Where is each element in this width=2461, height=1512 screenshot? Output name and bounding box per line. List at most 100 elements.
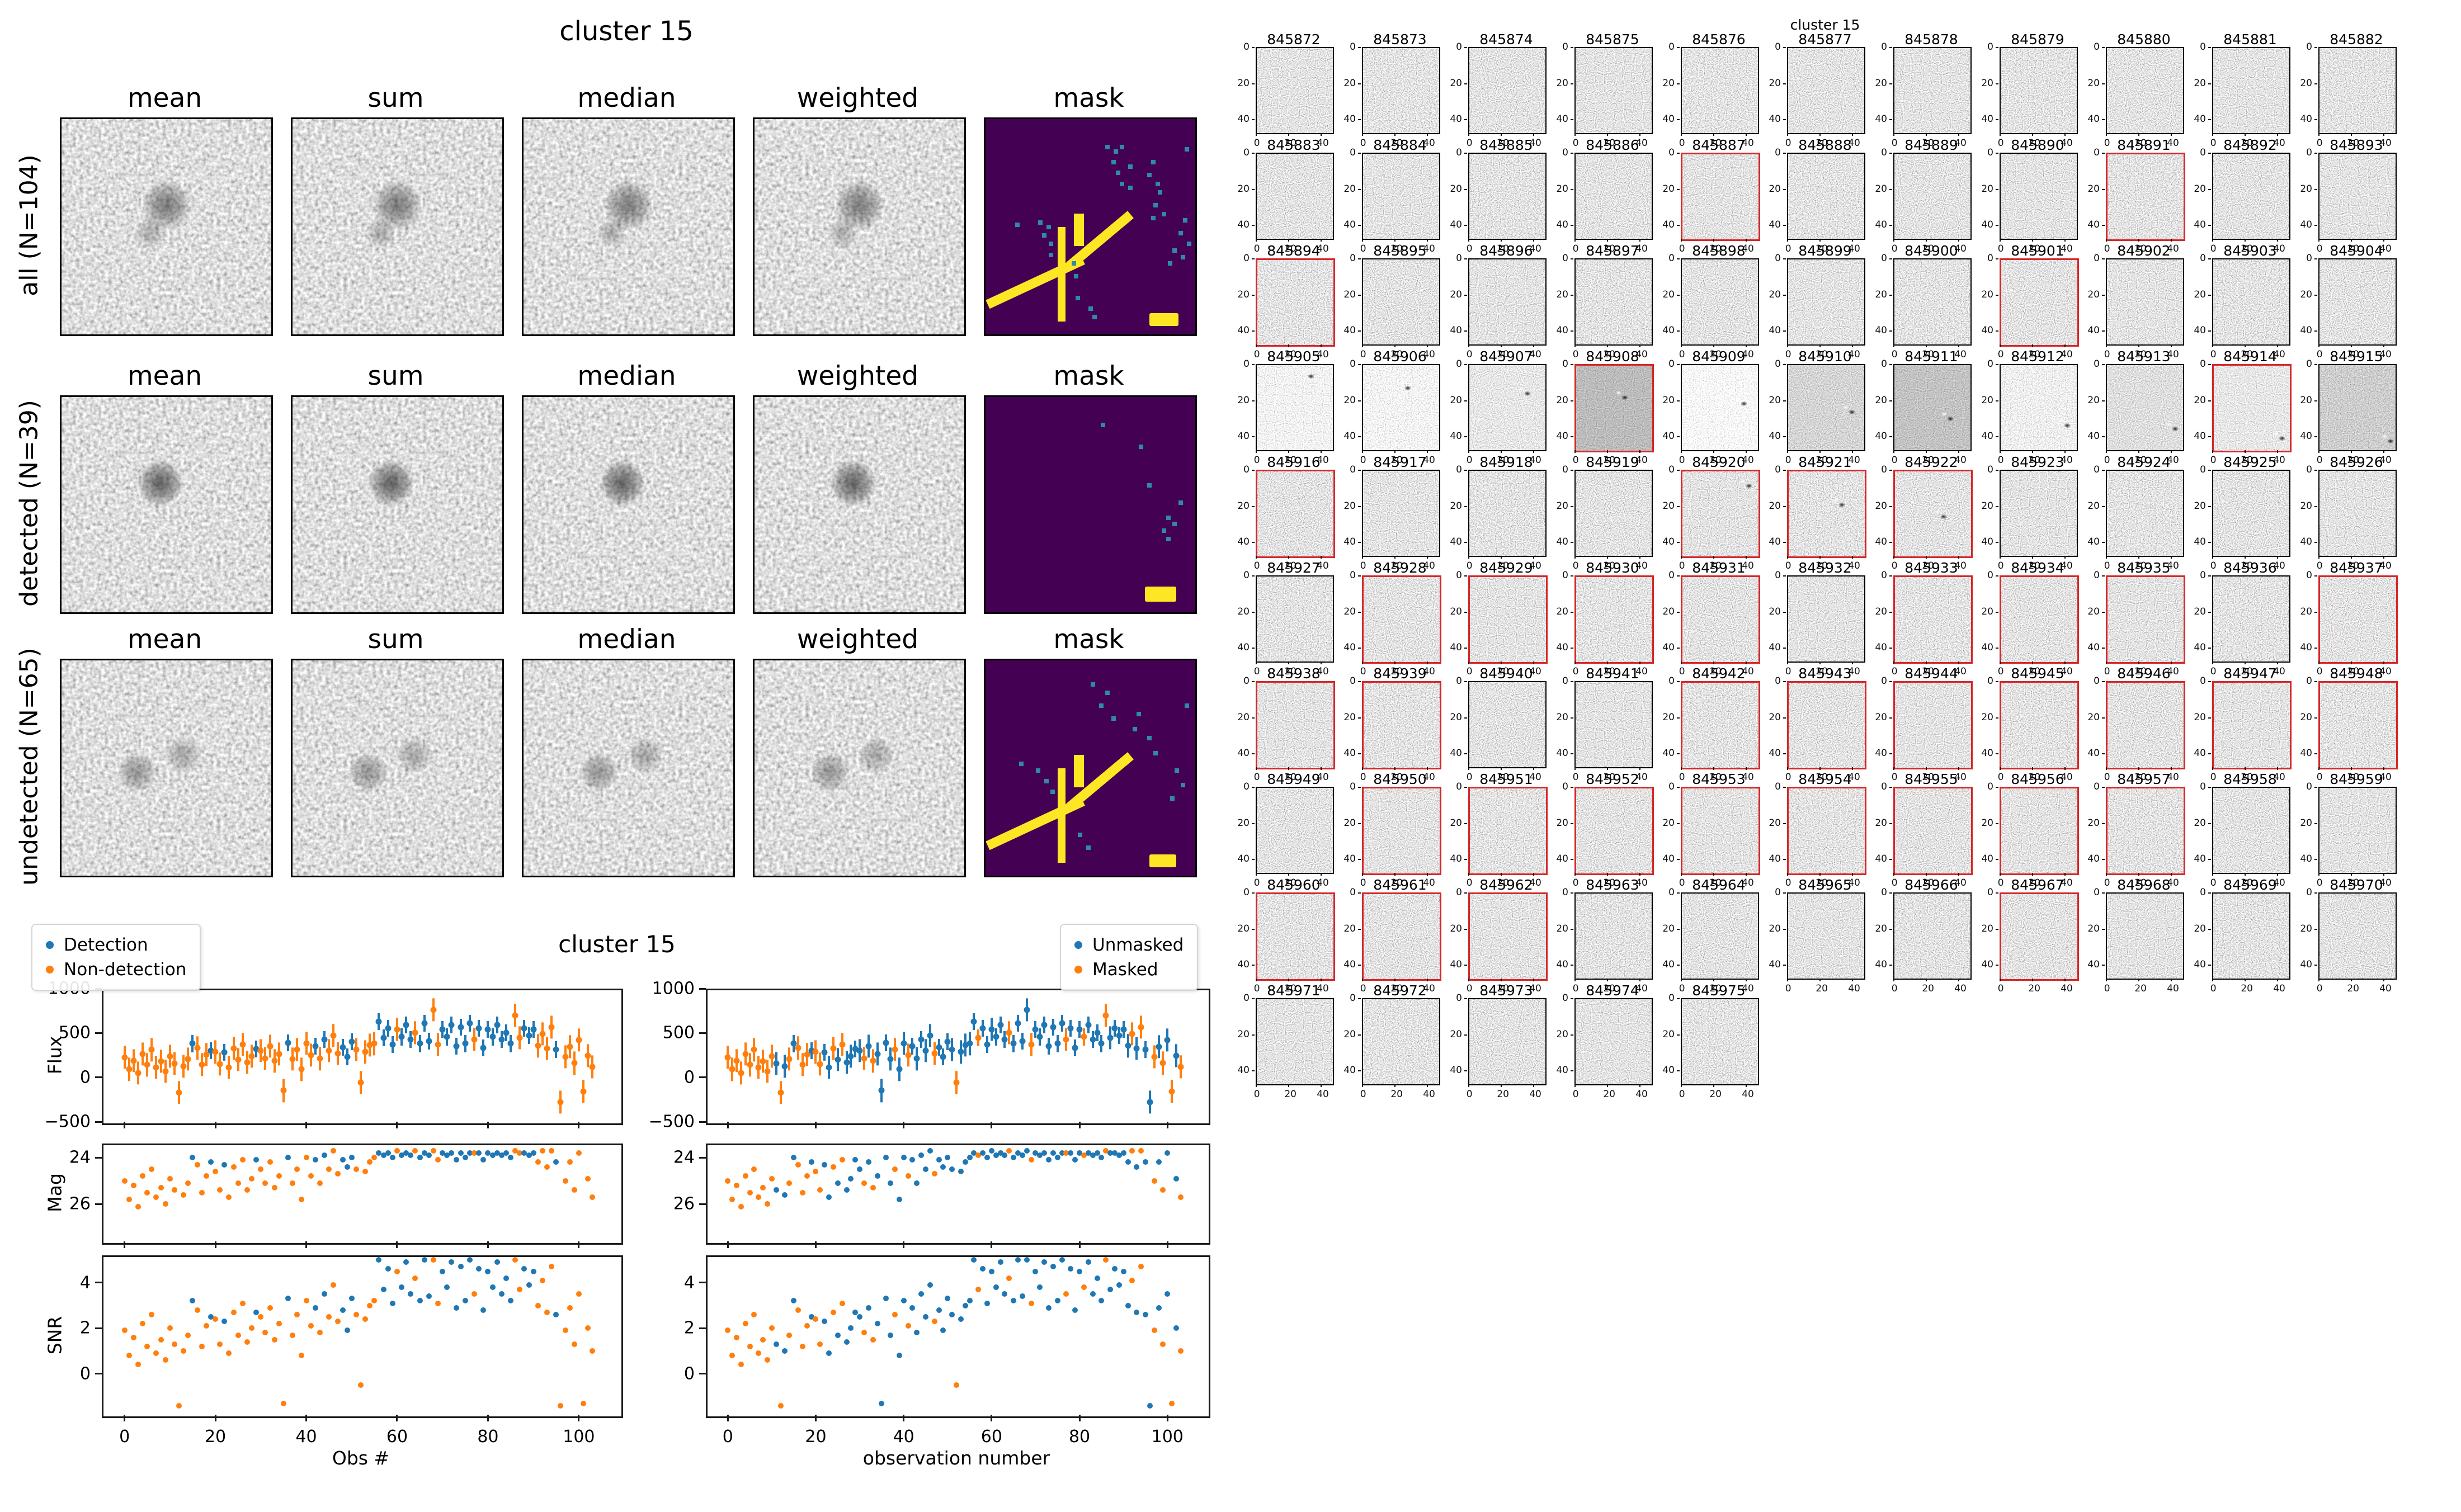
noise-texture [1576,154,1652,239]
y-tick-label: 0 [1987,781,1993,792]
x-tick-label: 0 [2316,455,2323,466]
y-tick-mark [1571,575,1573,577]
y-tick-label: 20 [1875,289,1887,300]
x-tick-mark [1468,662,1469,664]
flux-point [576,1037,582,1043]
y-tick-mark [1571,188,1573,190]
mag-point [226,1194,232,1200]
y-tick-mark [1889,965,1892,966]
y-tick-label: 20 [1450,394,1462,406]
thumbnail-image-detected [2318,575,2398,664]
x-tick-label: 20 [1922,772,1935,783]
snr-point [130,1334,136,1340]
snr-point [830,1309,836,1315]
x-tick-label: 0 [1360,560,1366,571]
y-tick-label: 40 [1450,748,1462,759]
flux-point [856,1047,863,1054]
x-tick-mark [1256,873,1257,876]
noise-texture [2108,788,2184,873]
flux-point [375,1018,382,1025]
x-tick-mark [1819,662,1821,664]
mag-point [848,1175,854,1182]
x-tick-mark [1362,450,1363,453]
y-tick-label: 20 [1875,183,1887,195]
flux-point [953,1079,960,1086]
x-tick-mark [2031,239,2033,242]
flux-point [475,1025,482,1032]
mag-point [1129,1147,1135,1154]
mag-point [901,1155,907,1160]
snr-point [462,1298,468,1304]
x-tick-mark [487,1415,489,1421]
y-tick-mark [2314,364,2317,365]
y-tick-mark [699,1121,706,1123]
x-tick-label: 40 [1317,243,1329,254]
y-tick-label: 0 [1987,464,1993,475]
mask-pixel [1162,211,1166,216]
flux-point [571,1060,578,1066]
y-tick-label: 0 [1456,464,1462,475]
snr-point [1134,1309,1140,1315]
mask-pixel [1153,750,1158,755]
y-tick-mark [1358,364,1361,365]
flux-point [276,1051,282,1057]
x-tick-mark [2031,450,2033,453]
y-tick-label: 40 [2300,114,2312,125]
x-tick-label: 40 [1742,138,1754,149]
y-tick-label: 40 [1450,431,1462,442]
snr-point [435,1300,441,1306]
y-tick-mark [1996,648,1998,649]
thumbnail-image-detected [1893,575,1973,664]
thumbnail-image [1574,892,1653,980]
flux-point [298,1066,305,1072]
detection-marker-icon [46,941,54,949]
x-tick-mark [2212,979,2213,981]
flux-point [303,1040,310,1047]
y-tick-mark [1783,258,1786,259]
y-tick-label: 40 [2194,853,2206,865]
y-tick-mark [2314,225,2317,226]
thumbnail-image [1468,470,1547,557]
y-tick-mark [1996,753,1998,755]
x-tick-mark [1288,556,1289,559]
noise-texture [1257,999,1333,1084]
flux-point [503,1029,510,1036]
y-tick-mark [1677,892,1680,894]
mag-point [795,1161,802,1168]
y-tick-label: 20 [1875,77,1887,89]
flux-point [861,1055,868,1062]
thumbnail-image [1468,681,1547,768]
flux-point [330,1032,337,1039]
flux-point [289,1056,296,1062]
column-header: mean [127,361,202,391]
y-tick-mark [1996,258,1998,259]
mag-point [1015,1150,1021,1156]
x-tick-mark [2000,133,2001,136]
x-tick-label: 0 [1679,1089,1685,1100]
flux-point [557,1099,564,1105]
y-tick-mark [1252,753,1255,755]
x-tick-mark [2276,873,2278,876]
y-tick-mark [2314,258,2317,259]
x-tick-mark [1745,239,1747,242]
thumbnail-id-label: 845941 [1586,665,1639,682]
mag-point [725,1178,731,1184]
snr-point [1033,1268,1039,1274]
y-tick-mark [1571,859,1573,861]
x-tick-mark [1639,873,1640,876]
x-tick-mark [2138,239,2139,242]
snr-point [258,1313,264,1320]
flux-point [139,1051,146,1057]
mag-point [1068,1150,1074,1156]
x-tick-mark [2383,344,2384,347]
y-tick-label: 0 [2306,147,2312,158]
x-tick-mark [1362,662,1363,664]
y-tick-label: 0 [1456,358,1462,370]
y-tick-mark [1358,1070,1361,1072]
flux-point [480,1045,487,1051]
y-tick-mark [1358,965,1361,966]
noise-texture [1257,577,1333,662]
snr-point [1120,1268,1126,1274]
x-tick-label: 20 [2028,666,2041,677]
